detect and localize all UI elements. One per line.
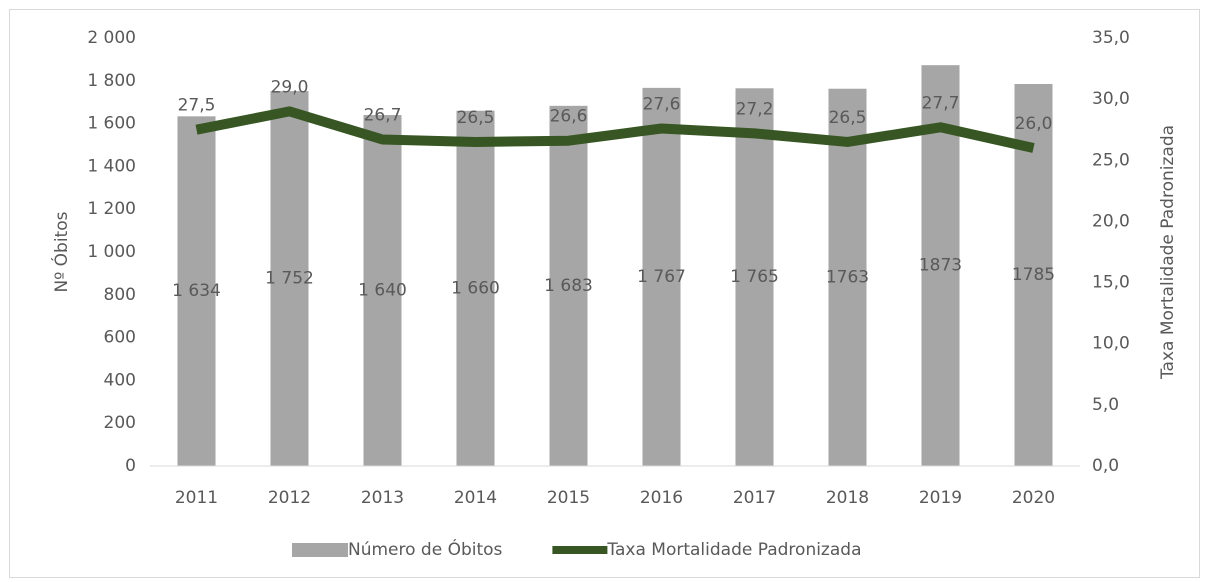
y2-tick-label: 30,0 — [1092, 89, 1130, 109]
y-tick-label: 1 600 — [87, 114, 136, 134]
data-label: 1785 — [1012, 265, 1055, 285]
y-tick-label: 1 200 — [87, 199, 136, 219]
y-tick-label: 2 000 — [87, 28, 136, 48]
legend-label: Número de Óbitos — [348, 538, 503, 560]
y2-tick-label: 0,0 — [1092, 456, 1119, 476]
data-label: 1 634 — [172, 281, 221, 301]
legend-swatch — [292, 543, 348, 557]
y-tick-label: 800 — [104, 285, 136, 305]
y2-tick-label: 15,0 — [1092, 273, 1130, 293]
data-label: 1 752 — [265, 269, 314, 289]
y2-tick-label: 10,0 — [1092, 334, 1130, 354]
bar — [270, 91, 309, 467]
y-tick-label: 600 — [104, 328, 136, 348]
data-label: 27,6 — [643, 94, 681, 114]
y-tick-label: 0 — [125, 456, 136, 476]
line — [195, 106, 1035, 153]
data-label: 27,2 — [736, 99, 774, 119]
data-label: 26,0 — [1015, 114, 1053, 134]
x-tick-label: 2015 — [547, 488, 590, 508]
x-tick-label: 2013 — [361, 488, 404, 508]
y-tick-label: 1 000 — [87, 242, 136, 262]
bar — [363, 115, 402, 466]
y-tick-label: 200 — [104, 413, 136, 433]
x-tick-label: 2018 — [826, 488, 869, 508]
data-label: 26,6 — [550, 107, 588, 127]
x-tick-label: 2016 — [640, 488, 683, 508]
x-tick-label: 2020 — [1012, 488, 1055, 508]
y2-axis-title: Taxa Mortalidade Padronizada — [1158, 125, 1178, 380]
y2-tick-label: 35,0 — [1092, 28, 1130, 48]
data-label: 1 660 — [451, 278, 500, 298]
y2-tick-label: 25,0 — [1092, 150, 1130, 170]
data-label: 27,5 — [178, 96, 216, 116]
bar — [642, 87, 681, 466]
data-label: 1 767 — [637, 267, 686, 287]
data-label: 29,0 — [271, 77, 309, 97]
bar — [177, 116, 216, 466]
y-tick-label: 400 — [104, 370, 136, 390]
data-label: 26,7 — [364, 105, 402, 125]
y-tick-label: 1 400 — [87, 156, 136, 176]
x-tick-label: 2011 — [175, 488, 218, 508]
data-label: 1763 — [826, 267, 869, 287]
x-tick-label: 2012 — [268, 488, 311, 508]
legend-label: Taxa Mortalidade Padronizada — [606, 540, 861, 560]
y2-tick-label: 5,0 — [1092, 395, 1119, 415]
data-label: 1 683 — [544, 276, 593, 296]
data-label: 27,7 — [922, 93, 960, 113]
x-tick-label: 2014 — [454, 488, 497, 508]
y-axis-title: Nº Óbitos — [50, 211, 72, 292]
x-tick-label: 2019 — [919, 488, 962, 508]
y2-tick-label: 20,0 — [1092, 211, 1130, 231]
y-tick-label: 1 800 — [87, 71, 136, 91]
bar — [549, 105, 588, 466]
bar — [735, 88, 774, 466]
data-label: 1 640 — [358, 281, 407, 301]
data-label: 26,5 — [457, 108, 495, 128]
data-label: 1 765 — [730, 267, 779, 287]
data-label: 1873 — [919, 256, 962, 276]
data-label: 26,5 — [829, 108, 867, 128]
bar — [456, 110, 495, 466]
x-tick-label: 2017 — [733, 488, 776, 508]
bar — [828, 88, 867, 466]
